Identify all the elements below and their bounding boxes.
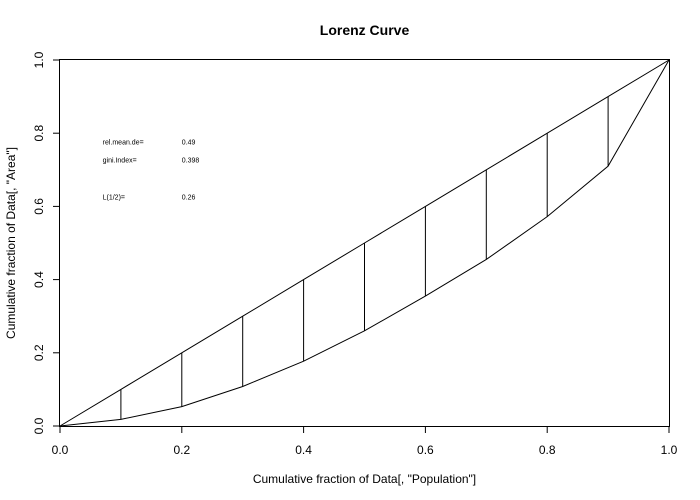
stat-label: L(1/2)= — [103, 194, 125, 201]
x-tick-label: 0.8 — [539, 443, 556, 457]
y-axis: 0.0 0.2 0.4 0.6 0.8 1.0 — [32, 51, 60, 434]
x-tick-label: 0.2 — [173, 443, 190, 457]
stat-value: 0.398 — [182, 158, 200, 165]
stat-value: 0.26 — [182, 194, 196, 201]
y-tick-label: 1.0 — [32, 51, 46, 68]
y-tick-label: 0.4 — [32, 271, 46, 288]
curves-group — [59, 59, 670, 427]
y-tick-label: 0.8 — [32, 125, 46, 142]
x-tick-label: 0.4 — [295, 443, 312, 457]
stats-annotations: rel.mean.de= 0.49 gini.Index= 0.398 L(1/2)= 0… — [103, 139, 200, 201]
stat-label: gini.Index= — [103, 158, 137, 165]
chart-title: Lorenz Curve — [320, 22, 410, 38]
y-tick-label: 0.0 — [32, 417, 46, 434]
x-tick-label: 0.6 — [417, 443, 434, 457]
y-tick-label: 0.2 — [32, 344, 46, 361]
x-axis: 0.0 0.2 0.4 0.6 0.8 1.0 — [52, 426, 678, 457]
y-tick-label: 0.6 — [32, 198, 46, 215]
plot-frame — [59, 59, 670, 427]
stat-label: rel.mean.de= — [103, 139, 144, 146]
stat-value: 0.49 — [182, 139, 196, 146]
x-axis-label: Cumulative fraction of Data[, "Populatio… — [253, 472, 476, 486]
x-tick-label: 0.0 — [52, 443, 69, 457]
y-axis-label: Cumulative fraction of Data[, "Area"] — [4, 147, 18, 339]
x-tick-label: 1.0 — [661, 443, 678, 457]
